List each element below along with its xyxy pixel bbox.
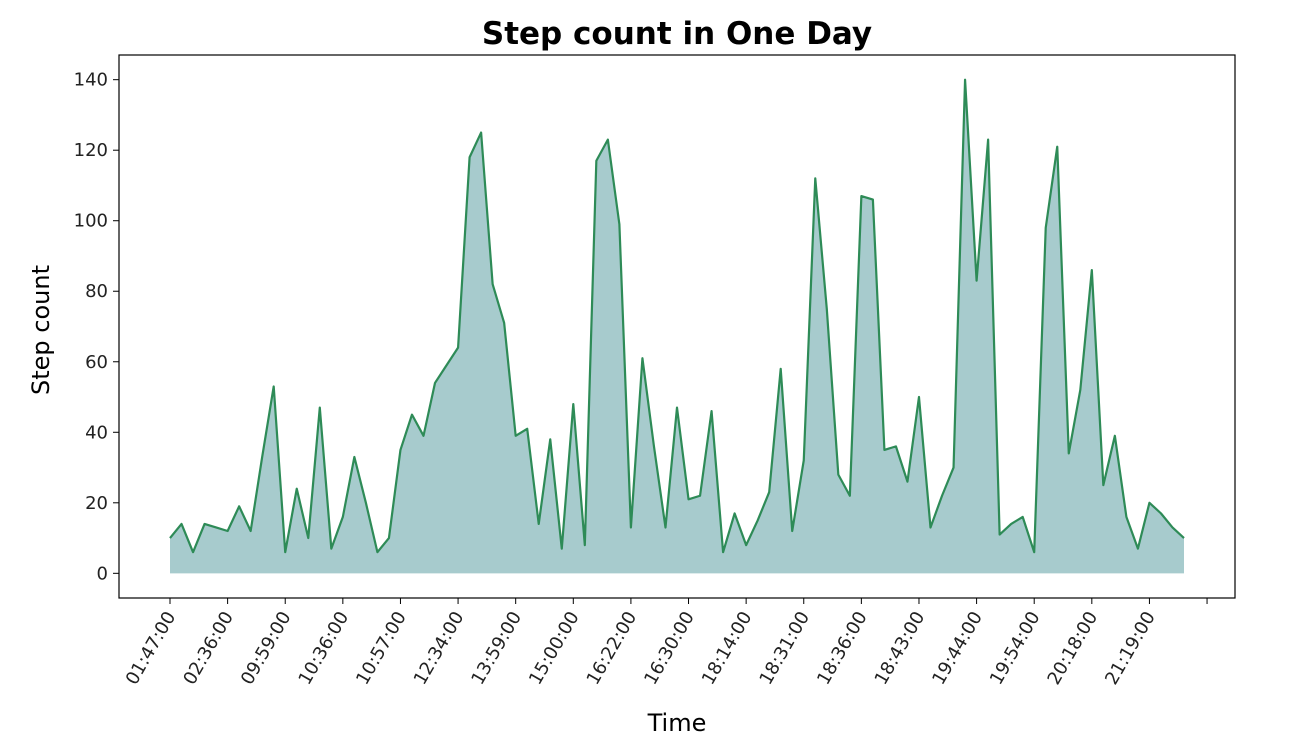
y-tick-label: 0 [97,563,108,584]
x-tick-label: 18:31:00 [755,608,814,689]
plot-area: 0 20 40 60 80 100 120 140 01:47:00 02:36:00 09:59:… [74,54,1236,689]
x-tick-label: 10:57:00 [352,608,411,689]
area-fill [170,79,1184,574]
y-tick-label: 120 [74,140,108,161]
y-tick-label: 140 [74,70,108,91]
x-tick-label: 13:59:00 [467,608,526,689]
plot-frame [118,54,1236,599]
y-tick-label: 100 [74,211,108,232]
x-tick-label: 15:00:00 [525,608,584,689]
x-tick-label: 09:59:00 [237,608,296,689]
y-axis-label: Step count [27,265,55,395]
x-tick-label: 02:36:00 [179,608,238,689]
x-tick-label: 21:19:00 [1101,608,1160,689]
x-tick-label: 01:47:00 [122,608,181,689]
y-tick-label: 60 [85,352,108,373]
x-tick-label: 19:54:00 [986,608,1045,689]
chart-title: Step count in One Day [482,16,872,52]
x-tick-label: 10:36:00 [295,608,354,689]
x-tick-label: 18:36:00 [813,608,872,689]
x-tick-label: 20:18:00 [1044,608,1103,689]
x-tick-label: 16:22:00 [583,608,642,689]
x-tick-label: 16:30:00 [640,608,699,689]
x-tick-label: 12:34:00 [410,608,469,689]
y-tick-label: 80 [85,281,108,302]
x-tick-label: 18:43:00 [871,608,930,689]
x-tick-label: 19:44:00 [928,608,987,689]
y-tick-label: 20 [85,493,108,514]
x-tick-label: 18:14:00 [698,608,757,689]
y-tick-label: 40 [85,422,108,443]
x-axis-label: Time [647,709,707,737]
